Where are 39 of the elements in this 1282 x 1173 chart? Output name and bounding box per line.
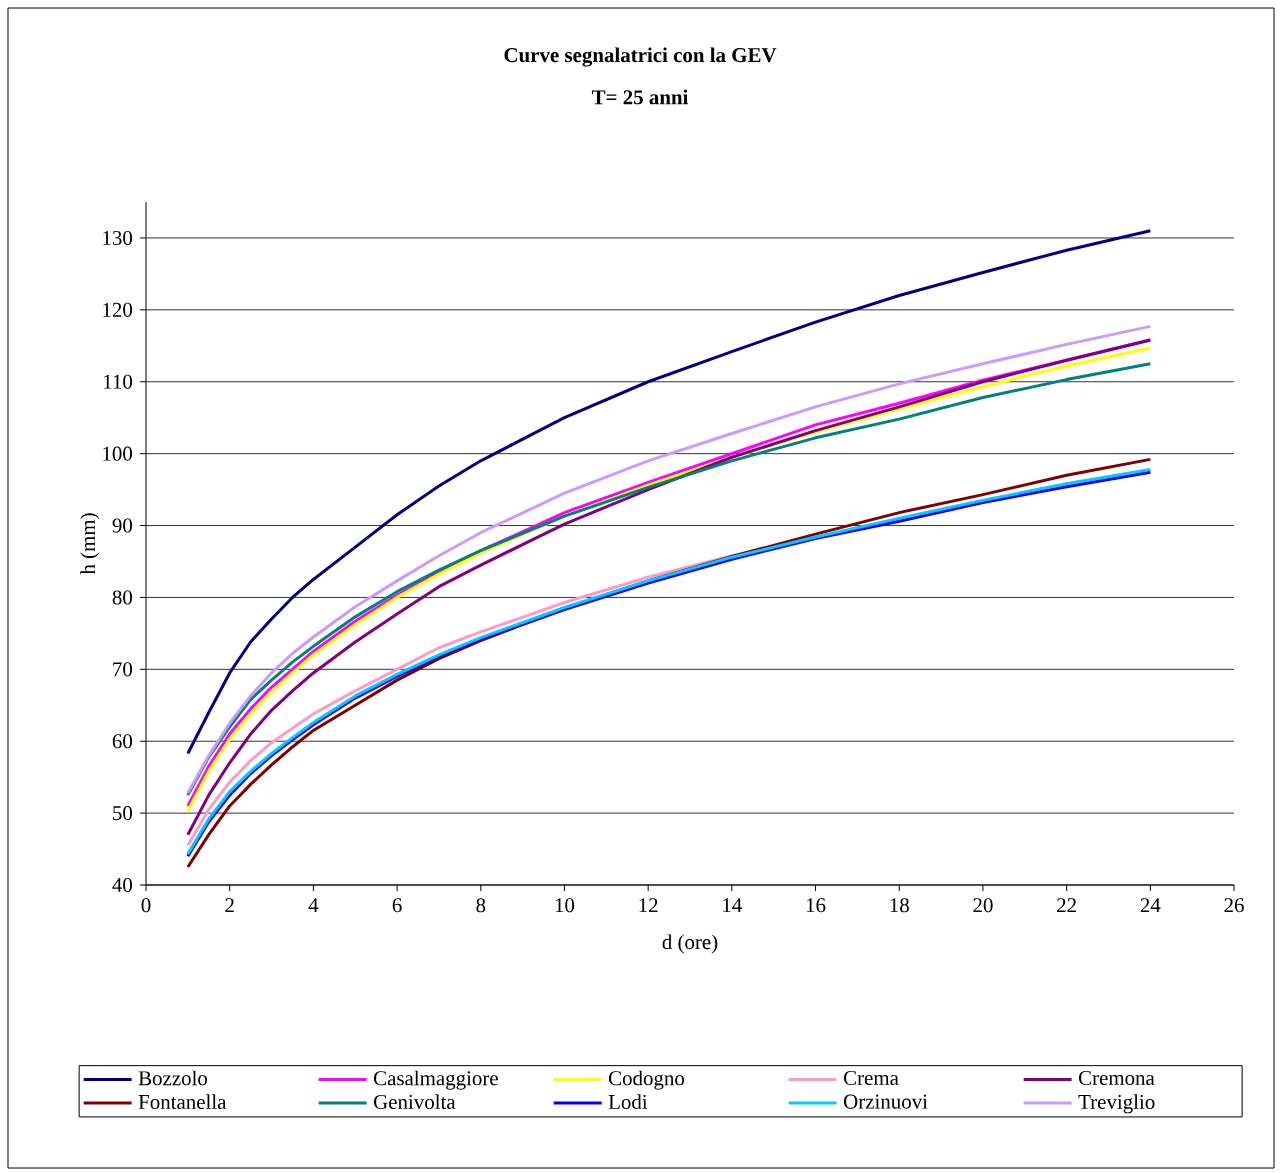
y-tick-label: 40: [112, 877, 133, 893]
legend-label: Genivolta: [373, 1094, 456, 1109]
x-tick-label: 8: [476, 898, 486, 913]
legend-label: Orzinuovi: [843, 1094, 928, 1109]
y-tick-label: 80: [112, 590, 133, 605]
y-tick-label: 120: [103, 302, 133, 317]
y-tick-label: 70: [113, 662, 133, 677]
x-tick-label: 12: [639, 898, 658, 913]
legend-label: Cremona: [1078, 1070, 1155, 1086]
y-tick-label: 90: [112, 518, 133, 533]
y-tick-label: 100: [103, 446, 133, 461]
y-tick-label: 110: [104, 374, 133, 389]
legend-label: Lodi: [608, 1094, 648, 1109]
y-axis-title: h (mm): [80, 513, 100, 575]
legend-label: Casalmaggiore: [373, 1070, 498, 1090]
x-tick-label: 4: [308, 898, 319, 912]
chart-title: Curve segnalatrici con la GEV: [504, 47, 777, 67]
chart-subtitle: T= 25 anni: [591, 89, 689, 105]
x-tick-label: 20: [973, 898, 993, 913]
legend-label: Codogno: [608, 1070, 685, 1090]
x-tick-label: 14: [723, 898, 742, 912]
x-tick-label: 16: [806, 898, 826, 913]
x-tick-label: 10: [555, 898, 575, 913]
legend-label: Treviglio: [1078, 1094, 1155, 1114]
x-tick-label: 6: [392, 898, 402, 913]
line-series: [186, 229, 1152, 755]
x-tick-label: 2: [225, 898, 234, 913]
legend-label: Crema: [843, 1070, 899, 1086]
y-tick-label: 130: [103, 230, 133, 246]
x-tick-label: 24: [1140, 898, 1161, 913]
y-tick-label: 60: [112, 734, 133, 749]
x-tick-label: 26: [1224, 898, 1244, 913]
x-tick-label: 18: [890, 898, 909, 913]
y-tick-label: 50: [113, 806, 133, 821]
legend-label: Fontanella: [138, 1094, 227, 1109]
x-tick-label: 22: [1057, 898, 1076, 913]
x-axis-title: d (ore): [662, 934, 718, 954]
x-tick-label: 0: [141, 898, 151, 913]
legend-label: Bozzolo: [138, 1070, 208, 1086]
